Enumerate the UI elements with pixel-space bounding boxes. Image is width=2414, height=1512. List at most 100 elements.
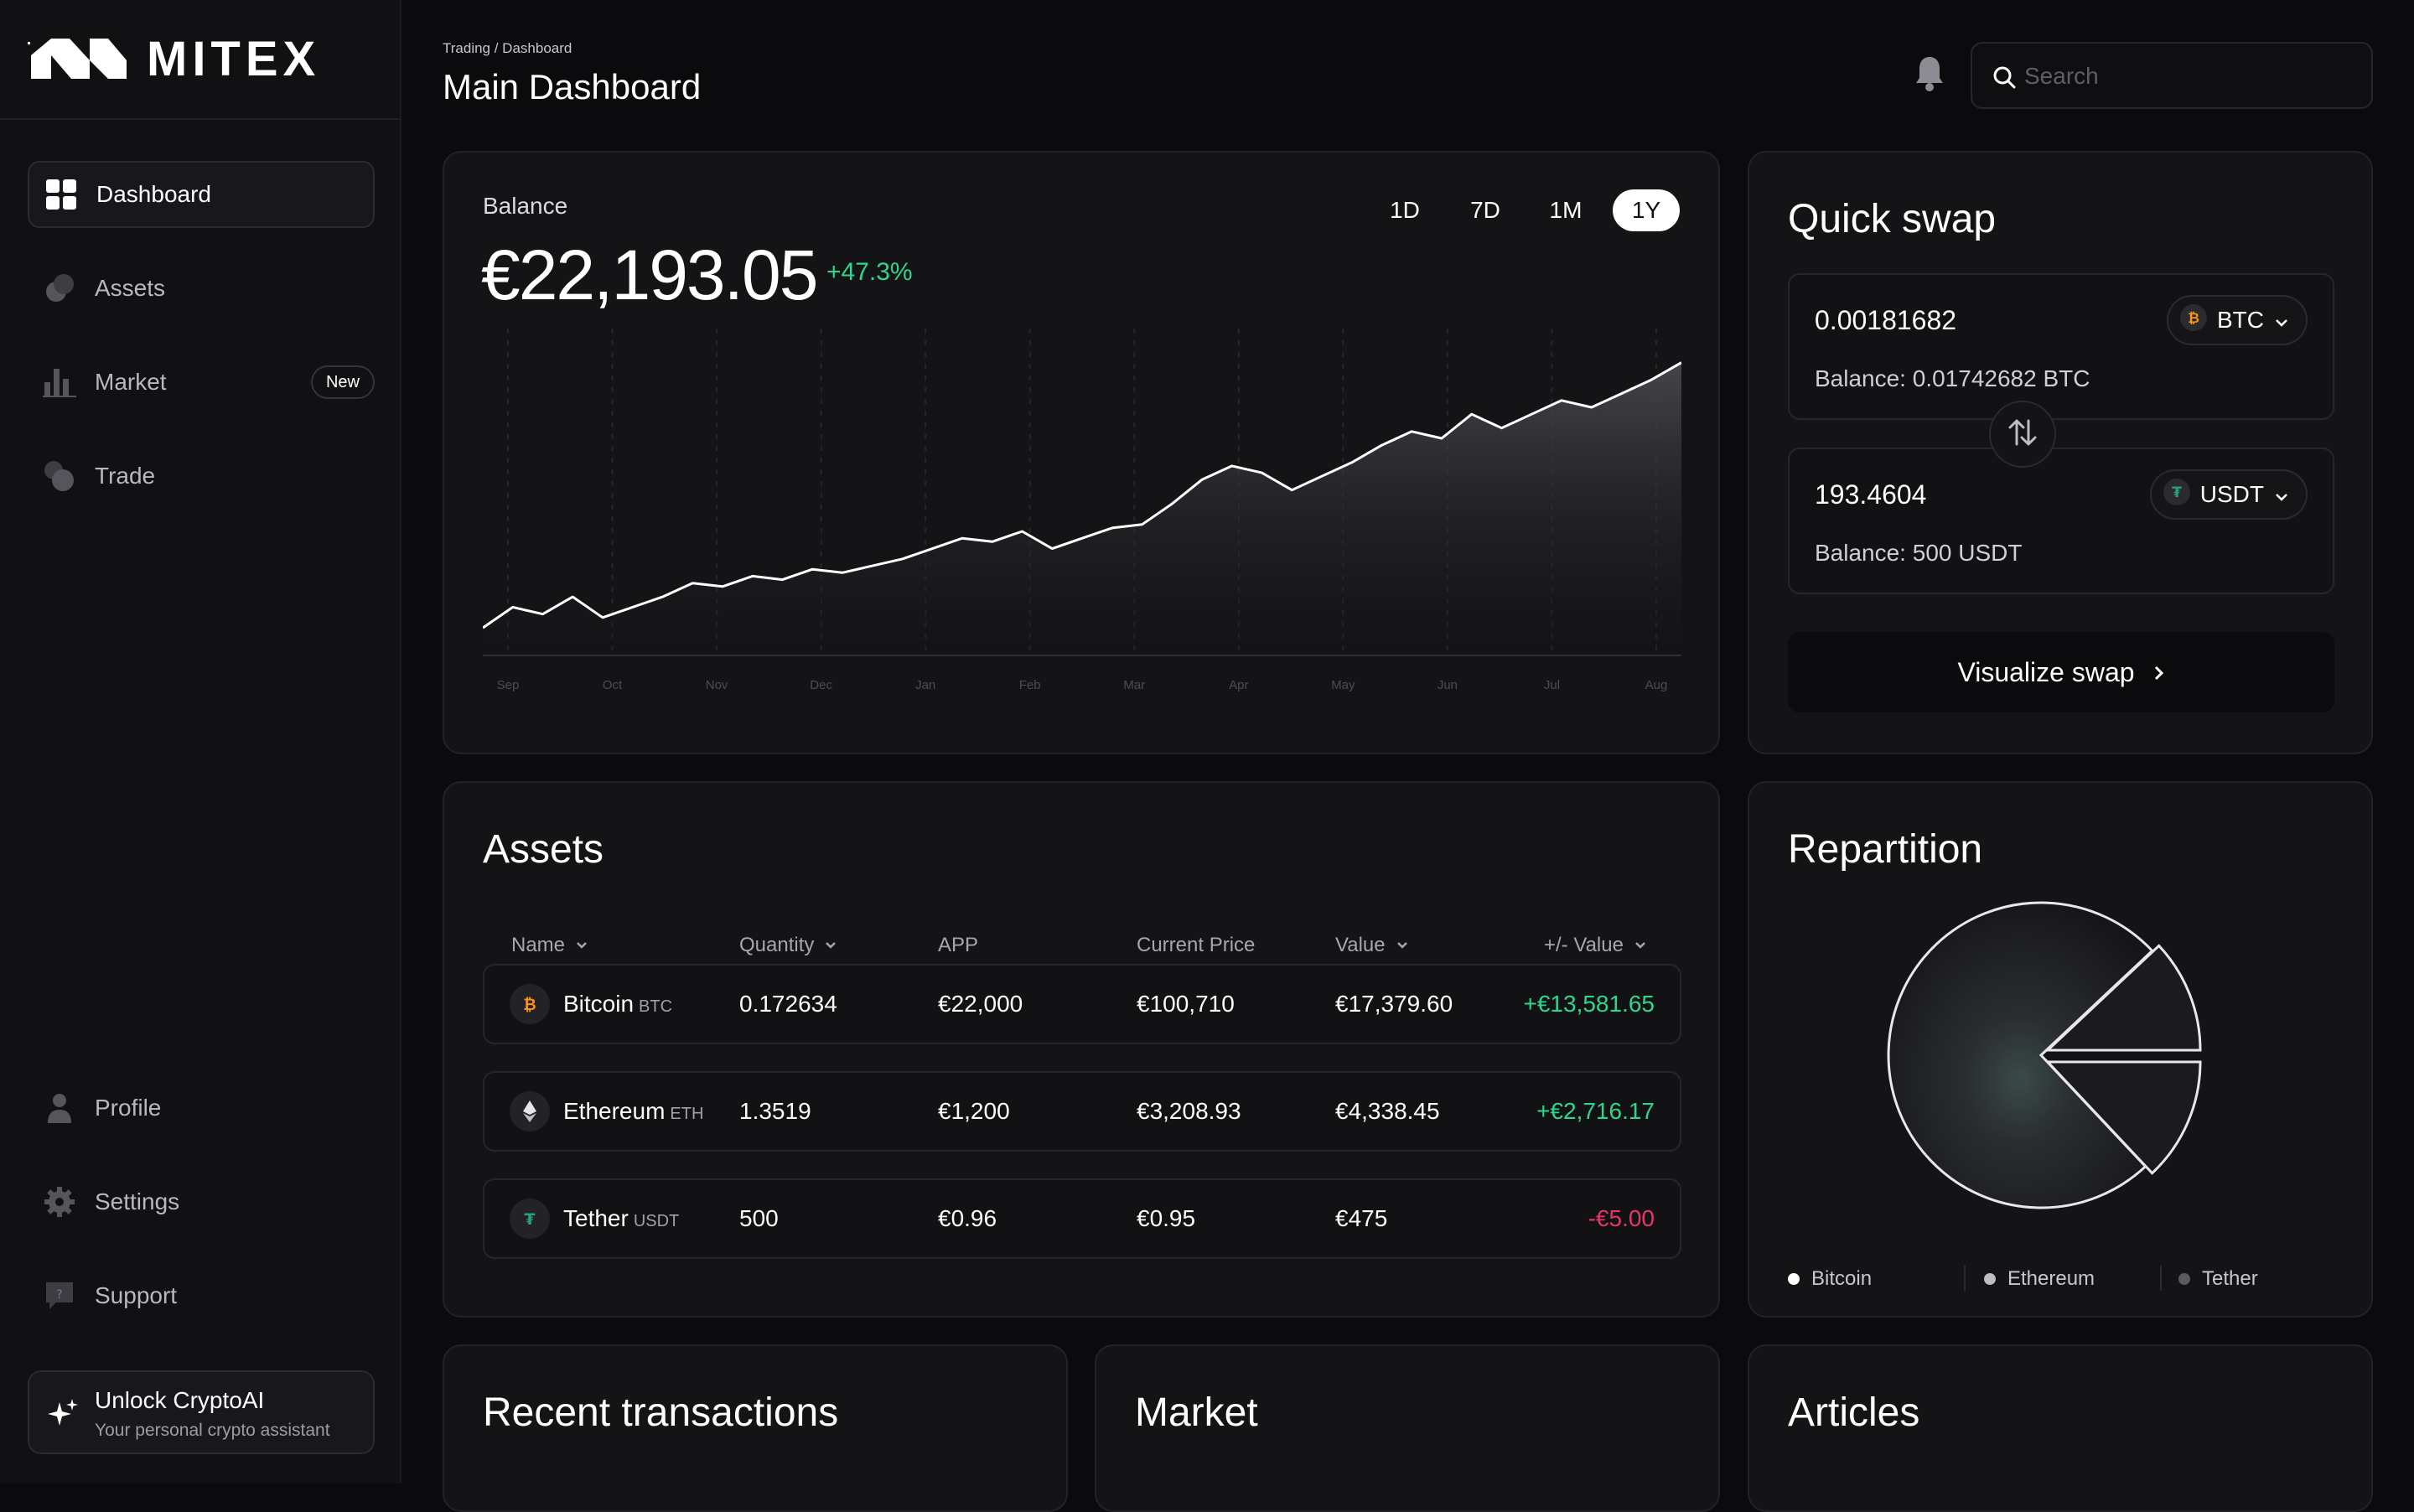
- sidebar-item-label: Assets: [95, 275, 166, 301]
- visualize-swap-button[interactable]: Visualize swap: [1788, 632, 2334, 712]
- x-tick-label: Sep: [497, 678, 520, 692]
- search-input[interactable]: [2024, 55, 2360, 97]
- coins-icon: [43, 272, 76, 305]
- sidebar-item-market[interactable]: Market New: [28, 349, 375, 416]
- tab-1d[interactable]: 1D: [1390, 197, 1420, 223]
- asset-app: €0.96: [938, 1205, 997, 1231]
- repartition-card: Repartition Bitcoin Ethereum Tether: [1748, 781, 2373, 1318]
- sidebar-item-trade[interactable]: Trade: [28, 443, 375, 510]
- tab-1m[interactable]: 1M: [1549, 197, 1583, 223]
- swap-to-amount[interactable]: 193.4604: [1815, 479, 1927, 510]
- market-card: Market: [1095, 1344, 1720, 1512]
- user-icon: [43, 1091, 76, 1125]
- sidebar-item-dashboard[interactable]: Dashboard: [28, 161, 375, 228]
- logo[interactable]: MITEX: [28, 31, 321, 86]
- swap-from-balance: Balance: 0.01742682 BTC: [1815, 365, 2090, 391]
- column-current-price: Current Price: [1137, 934, 1255, 957]
- x-tick-label: Nov: [706, 678, 728, 692]
- balance-line: [483, 361, 1681, 629]
- balance-change: +47.3%: [826, 258, 913, 286]
- column-value[interactable]: Value: [1335, 934, 1409, 957]
- quick-swap-card: Quick swap 0.00181682 Balance: 0.0174268…: [1748, 151, 2373, 754]
- tab-1y[interactable]: 1Y: [1613, 189, 1680, 231]
- x-tick-label: Jan: [915, 678, 935, 692]
- swap-to-box[interactable]: 193.4604 Balance: 500 USDT ₮ USDT: [1788, 448, 2334, 594]
- balance-chart[interactable]: Sep Oct Nov Dec Jan Feb Mar Apr May Jun Jul Aug: [483, 329, 1681, 706]
- chevron-down-icon: [1396, 942, 1407, 949]
- x-tick-label: Jun: [1438, 678, 1458, 692]
- articles-card: Articles: [1748, 1344, 2373, 1512]
- asset-value: €475: [1335, 1205, 1388, 1231]
- x-tick-label: May: [1331, 678, 1355, 692]
- asset-change: -€5.00: [1588, 1205, 1655, 1231]
- recent-transactions-card: Recent transactions: [443, 1344, 1068, 1512]
- sidebar-item-support[interactable]: ? Support: [28, 1262, 375, 1329]
- svg-text:?: ?: [56, 1288, 62, 1302]
- search-bar[interactable]: [1971, 42, 2373, 109]
- sidebar-item-profile[interactable]: Profile: [28, 1074, 375, 1142]
- breadcrumb[interactable]: Trading / Dashboard: [443, 40, 572, 56]
- column-app: APP: [938, 934, 978, 957]
- chevron-down-icon: [2274, 481, 2289, 508]
- chevron-down-icon: [577, 942, 587, 949]
- asset-name-text: Ethereum: [563, 1098, 666, 1124]
- chat-icon: ?: [43, 1279, 76, 1313]
- market-title: Market: [1135, 1390, 1258, 1435]
- ethereum-slice[interactable]: [2044, 944, 2202, 1052]
- assets-title: Assets: [483, 827, 604, 872]
- from-currency-select[interactable]: ₿ BTC: [2167, 295, 2308, 345]
- table-row[interactable]: ₮ Tether USDT 500 €0.96 €0.95 €475 -€5.00: [483, 1178, 1681, 1259]
- legend-label: Tether: [2202, 1267, 2258, 1290]
- swap-to-balance: Balance: 500 USDT: [1815, 540, 2023, 566]
- chevron-down-icon: [2274, 307, 2289, 334]
- table-row[interactable]: Ethereum ETH 1.3519 €1,200 €3,208.93 €4,3…: [483, 1071, 1681, 1152]
- btc-icon: ₿: [2180, 303, 2207, 337]
- asset-app: €22,000: [938, 991, 1023, 1017]
- x-tick-label: Mar: [1123, 678, 1145, 692]
- sidebar-item-label: Profile: [95, 1095, 162, 1121]
- repartition-title: Repartition: [1788, 827, 1983, 872]
- swap-direction-button[interactable]: [1989, 401, 2056, 468]
- column-name[interactable]: Name: [511, 934, 588, 957]
- sidebar-item-settings[interactable]: Settings: [28, 1168, 375, 1235]
- chevron-down-icon: [826, 942, 837, 949]
- balance-card: Balance €22,193.05 +47.3% 1D 7D 1M 1Y Se…: [443, 151, 1720, 754]
- gear-icon: [43, 1185, 76, 1219]
- legend-dot: [1788, 1273, 1800, 1285]
- balance-area: [483, 362, 1681, 655]
- legend-divider: [1964, 1266, 1966, 1291]
- bitcoin-slice[interactable]: [1887, 901, 2154, 1209]
- swap-from-box[interactable]: 0.00181682 Balance: 0.01742682 BTC ₿ BTC: [1788, 273, 2334, 420]
- asset-change: +€13,581.65: [1523, 991, 1655, 1017]
- table-header: Name Quantity APP Current Price Value +/…: [511, 934, 1685, 967]
- table-row[interactable]: ₿ Bitcoin BTC 0.172634 €22,000 €100,710 €…: [483, 964, 1681, 1044]
- sidebar-item-label: Trade: [95, 463, 156, 489]
- sparkle-icon: [46, 1397, 80, 1435]
- articles-title: Articles: [1788, 1390, 1920, 1435]
- x-tick-label: Oct: [603, 678, 623, 692]
- usdt-icon: ₮: [2163, 478, 2190, 511]
- column-label: Name: [511, 934, 566, 956]
- repartition-pie-chart[interactable]: [1883, 900, 2235, 1235]
- column-quantity[interactable]: Quantity: [739, 934, 837, 957]
- sidebar-item-assets[interactable]: Assets: [28, 255, 375, 322]
- usdt-icon: ₮: [510, 1199, 550, 1239]
- eth-icon: [510, 1091, 550, 1131]
- to-currency-label: USDT: [2199, 481, 2264, 507]
- sidebar: MITEX Dashboard Assets Market New Trade …: [0, 0, 401, 1484]
- unlock-title: Unlock CryptoAI: [95, 1387, 265, 1413]
- page-header: Trading / Dashboard Main Dashboard: [443, 40, 701, 107]
- column-change[interactable]: +/- Value: [1544, 934, 1647, 957]
- to-currency-select[interactable]: ₮ USDT: [2149, 469, 2308, 520]
- bell-icon[interactable]: [1914, 55, 1945, 96]
- tether-slice[interactable]: [2044, 1060, 2202, 1175]
- tab-7d[interactable]: 7D: [1470, 197, 1500, 223]
- asset-name: Bitcoin BTC: [563, 991, 672, 1017]
- brand-name: MITEX: [147, 31, 321, 86]
- unlock-cryptoai-card[interactable]: Unlock CryptoAI Your personal crypto ass…: [28, 1370, 375, 1454]
- swap-from-amount[interactable]: 0.00181682: [1815, 305, 1957, 335]
- legend-dot: [2178, 1273, 2190, 1285]
- asset-name: Ethereum ETH: [563, 1098, 703, 1125]
- sidebar-item-label: Dashboard: [96, 181, 211, 207]
- divider: [0, 118, 401, 120]
